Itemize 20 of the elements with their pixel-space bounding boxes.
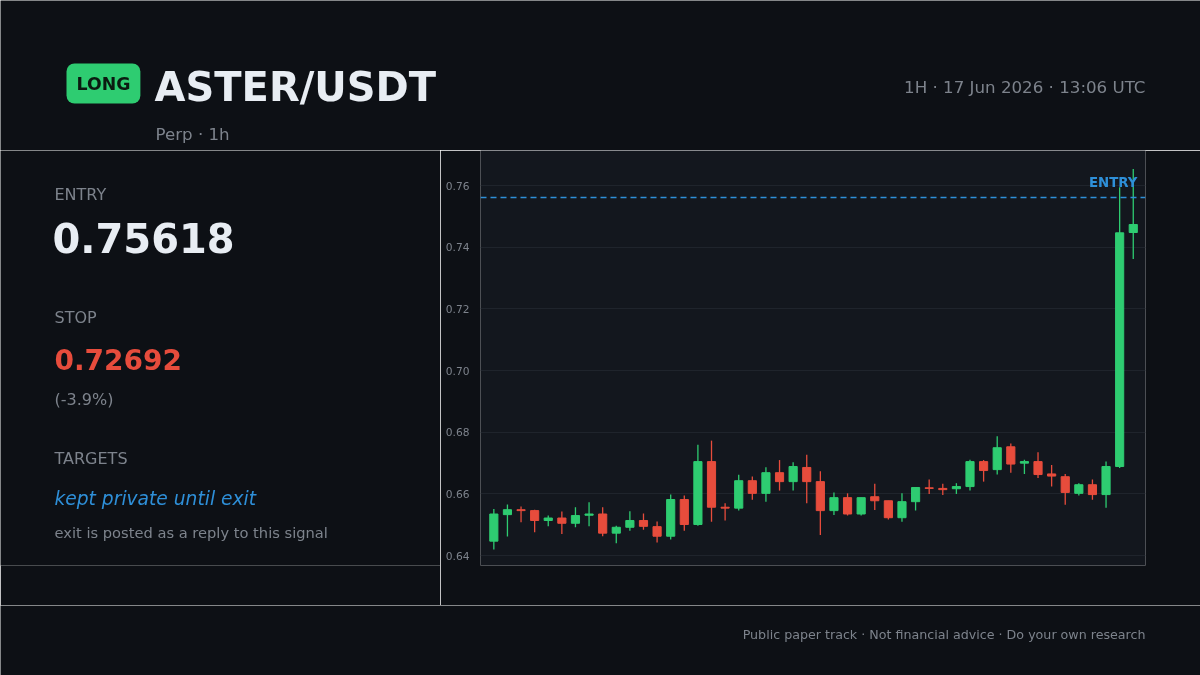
text: LONG — [76, 73, 131, 94]
y-tick-label: 0.72 — [445, 302, 470, 316]
y-tick-label: 0.74 — [445, 241, 470, 255]
y-tick-label: 0.70 — [445, 364, 470, 378]
text: ENTRY — [54, 184, 107, 204]
y-tick-label: 0.66 — [445, 487, 470, 501]
y-tick-label: 0.76 — [445, 179, 470, 193]
chart-title: ASTER/USDT — [154, 63, 437, 110]
y-tick-label: 0.68 — [445, 426, 470, 440]
text: STOP — [54, 307, 98, 327]
text: (-3.9%) — [54, 390, 114, 409]
text: 0.75618 — [52, 216, 235, 263]
text: Public paper track · Not financial advice · Do your own research — [742, 627, 1146, 642]
text: exit is posted as a reply to this signal — [54, 524, 328, 542]
text: 1H · 17 Jun 2026 · 13:06 UTC — [904, 78, 1146, 97]
text: Perp · 1h — [155, 125, 230, 144]
y-tick-label: 0.64 — [445, 549, 470, 563]
text: kept private until exit — [54, 487, 257, 509]
text: TARGETS — [53, 449, 128, 469]
text: 0.72692 — [54, 343, 183, 377]
